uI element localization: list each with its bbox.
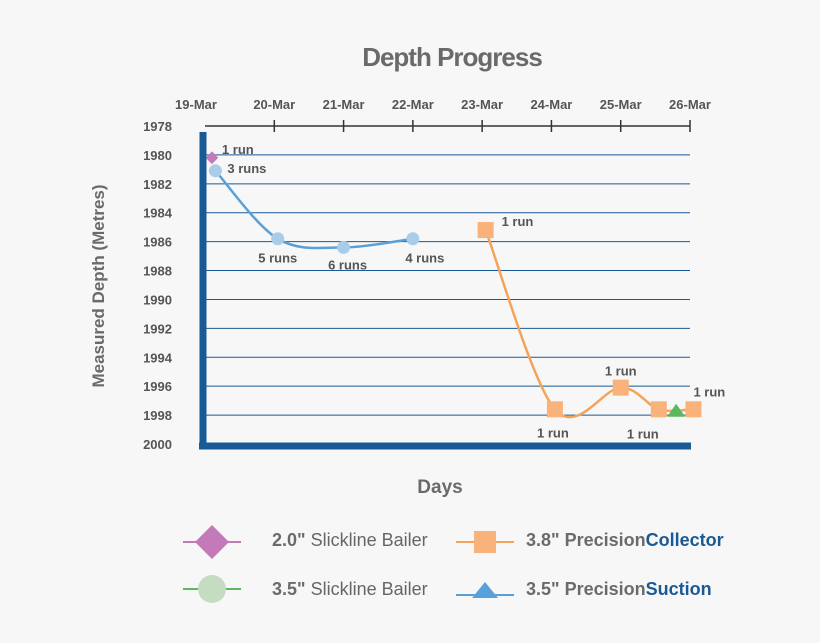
pc38-point-label: 1 run <box>502 214 534 229</box>
pc38-point <box>612 379 629 396</box>
sb35-point-label: 6 runs <box>328 257 367 272</box>
y-tick-label: 1998 <box>143 408 172 423</box>
sb35-point-label: 3 runs <box>227 161 266 176</box>
pc38-point <box>477 222 494 239</box>
ps35-point <box>667 403 686 417</box>
y-tick-label: 1990 <box>143 292 172 307</box>
y-axis-label: Measured Depth (Metres) <box>89 184 108 387</box>
chart-title: Depth Progress <box>362 42 542 72</box>
pc38-point <box>546 401 563 418</box>
x-tick-label: 26-Mar <box>669 97 711 112</box>
x-axis-label: Days <box>417 477 462 498</box>
x-tick-label: 21-Mar <box>323 97 365 112</box>
y-tick-label: 1978 <box>143 119 172 134</box>
pc38-point <box>685 401 702 418</box>
sb35-point <box>406 232 420 246</box>
y-tick-label: 1984 <box>143 206 173 221</box>
y-tick-label: 1994 <box>143 350 173 365</box>
sb35-point <box>271 232 285 246</box>
x-tick-label: 24-Mar <box>530 97 572 112</box>
y-tick-label: 1982 <box>143 177 172 192</box>
legend-label-sb35: 3.5" Slickline Bailer <box>272 579 428 599</box>
sb35-point <box>208 164 222 178</box>
x-tick-label: 23-Mar <box>461 97 503 112</box>
pc38-point-label: 1 run <box>537 425 569 440</box>
sb20-point <box>205 151 219 165</box>
x-tick-label: 25-Mar <box>600 97 642 112</box>
x-tick-label: 19-Mar <box>175 97 217 112</box>
sb35-point-label: 5 runs <box>258 251 297 266</box>
pc38-point-label: 1 run <box>627 426 659 441</box>
sb35-point-label: 4 runs <box>405 251 444 266</box>
legend-label-pc38: 3.8" PrecisionCollector <box>526 530 724 550</box>
sb35-line <box>214 169 414 250</box>
x-tick-label: 20-Mar <box>253 97 295 112</box>
pc38-point-label: 1 run <box>693 384 725 399</box>
y-tick-label: 1992 <box>143 321 172 336</box>
y-tick-label: 1986 <box>143 235 172 250</box>
sb20-point-label: 1 run <box>222 142 254 157</box>
y-tick-label: 1980 <box>143 148 172 163</box>
pc38-point-label: 1 run <box>605 364 637 379</box>
x-tick-label: 22-Mar <box>392 97 434 112</box>
pc38-point <box>650 401 667 418</box>
legend-label-ps35: 3.5" PrecisionSuction <box>526 579 712 599</box>
legend-label-sb20: 2.0" Slickline Bailer <box>272 530 428 550</box>
pc38-line <box>484 229 694 419</box>
y-tick-label: 1996 <box>143 379 172 394</box>
sb35-point <box>337 240 351 254</box>
y-tick-label: 2000 <box>143 437 172 452</box>
y-tick-label: 1988 <box>143 264 172 279</box>
